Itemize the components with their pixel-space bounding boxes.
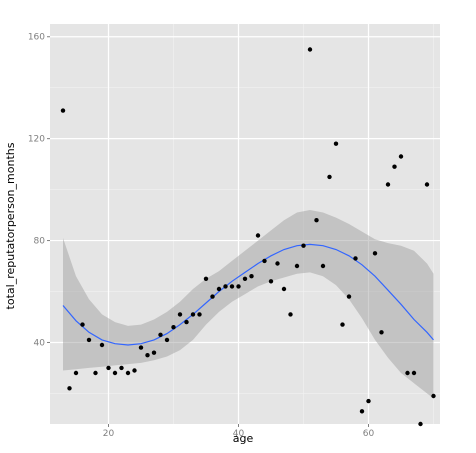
y-tick-label: 160 [28,33,45,43]
data-point [216,286,222,292]
data-point [411,370,417,376]
data-point [93,370,98,376]
data-point [67,386,72,391]
data-point [346,294,352,299]
y-tick-label: 120 [28,135,45,145]
data-point [197,312,202,317]
data-point [249,274,254,279]
data-point [223,284,228,289]
data-point [184,319,189,325]
data-point [327,174,332,180]
y-axis-title: total_reputatorperson_months [4,142,17,309]
data-point [431,393,436,399]
data-point [281,286,287,292]
data-point [366,398,371,404]
data-point [112,370,118,376]
data-point [379,330,384,335]
data-point [262,258,267,264]
data-point [307,47,313,52]
data-point [333,141,339,146]
data-point [314,218,319,223]
data-point [229,284,235,289]
data-point [158,332,163,337]
data-point [236,284,241,289]
data-point [210,294,215,299]
data-point [398,154,404,159]
data-point [99,342,105,348]
data-point [73,370,79,376]
data-point [268,279,274,284]
data-point [385,182,391,187]
data-point [288,312,293,317]
data-point [255,233,261,238]
data-point [171,325,176,330]
data-point [242,276,248,281]
data-point [86,337,92,343]
data-point [164,337,170,343]
data-point [145,353,150,358]
data-point [353,256,358,261]
data-point [203,276,209,281]
data-point [301,243,306,248]
x-tick-label: 20 [103,429,115,439]
data-point [80,322,85,327]
data-point [190,312,196,317]
data-point [106,365,111,371]
data-point [132,368,137,373]
data-point [405,370,410,376]
data-point [320,263,326,269]
data-point [392,164,397,169]
y-axis: 40 80 120 160 [28,33,50,348]
data-point [340,322,345,327]
data-point [275,261,280,266]
data-point [372,251,378,256]
x-tick-label: 40 [233,429,245,439]
smooth-line [62,243,434,346]
data-point [125,370,131,376]
plot-panel [50,24,440,427]
data-point [294,263,300,269]
y-tick-label: 40 [34,338,46,348]
x-axis-title: age [233,432,254,445]
data-point [424,182,430,187]
data-point [418,421,423,427]
x-tick-label: 60 [363,429,375,439]
data-point [119,365,124,371]
data-point [138,345,144,350]
data-point [177,312,183,317]
y-tick-label: 80 [34,237,46,247]
data-point [60,108,66,113]
x-axis: 20 40 60 [103,424,375,439]
data-point [151,350,157,355]
panel-background [50,24,440,424]
data-point [359,409,365,414]
